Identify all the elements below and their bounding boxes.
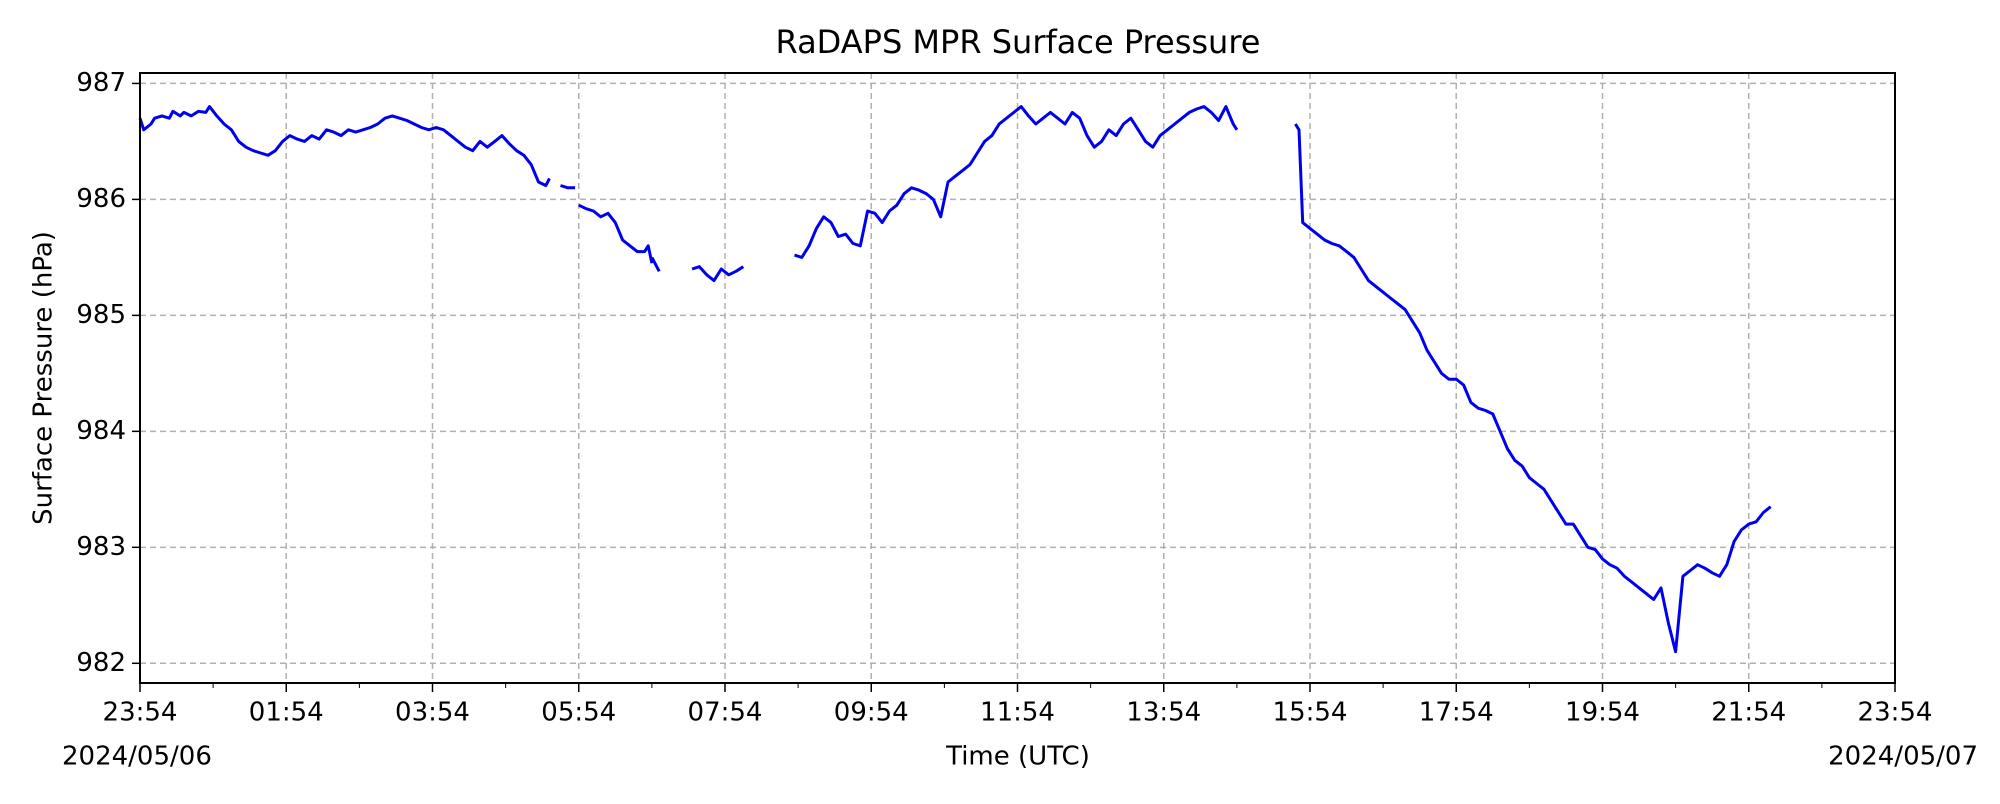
x-tick-layer: 23:54 01:54 03:54 05:54 07:54 09:54 11:54 13:54…: [103, 683, 1933, 728]
y-tick-label: 982: [76, 648, 126, 678]
x-tick-label: 21:54: [1711, 698, 1786, 728]
pressure-line-segment: [794, 105, 1239, 259]
y-tick-layer: 982 983 984 985 986 987: [76, 68, 140, 678]
y-tick-label: 983: [76, 532, 126, 562]
x-tick-label: 19:54: [1565, 698, 1640, 728]
y-tick-label: 987: [76, 68, 126, 98]
x-tick-label: 03:54: [395, 698, 470, 728]
x-end-date-label: 2024/05/07: [1828, 742, 1978, 772]
x-tick-label: 01:54: [249, 698, 324, 728]
x-tick-label: 05:54: [541, 698, 616, 728]
pressure-line-segment: [560, 184, 576, 190]
x-tick-label: 17:54: [1419, 698, 1494, 728]
pressure-line-segment: [138, 105, 551, 187]
x-start-date-label: 2024/05/06: [62, 742, 212, 772]
x-tick-label: 15:54: [1273, 698, 1348, 728]
x-tick-label: 23:54: [1858, 698, 1933, 728]
x-tick-label: 09:54: [834, 698, 909, 728]
y-tick-label: 984: [76, 416, 126, 446]
x-tick-label: 23:54: [103, 698, 178, 728]
x-tick-label: 11:54: [980, 698, 1055, 728]
x-tick-label: 13:54: [1126, 698, 1201, 728]
y-tick-label: 985: [76, 300, 126, 330]
y-axis-label: Surface Pressure (hPa): [29, 231, 59, 525]
y-tick-label: 986: [76, 184, 126, 214]
pressure-line-segment: [650, 256, 661, 272]
x-tick-label: 07:54: [688, 698, 763, 728]
grid-layer: [140, 73, 1895, 683]
chart-title: RaDAPS MPR Surface Pressure: [776, 23, 1261, 61]
pressure-line-segment: [1294, 123, 1772, 654]
pressure-line-segment: [578, 203, 654, 264]
pressure-line-segment: [691, 265, 745, 283]
line-layer: [138, 105, 1772, 654]
x-axis-label: Time (UTC): [945, 742, 1090, 772]
